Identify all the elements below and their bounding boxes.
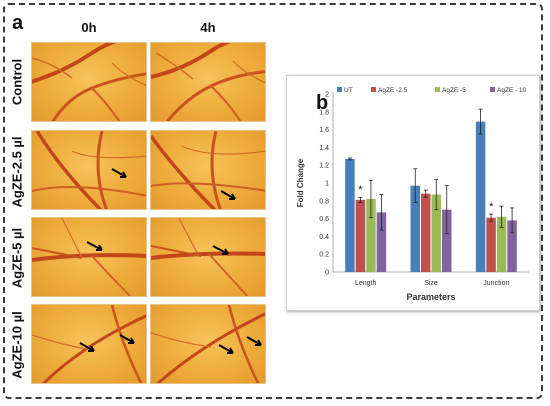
panel-b-label: b <box>316 92 329 114</box>
micrograph-agze-10-0h <box>31 304 147 384</box>
micrograph-agze-5-4h <box>150 217 266 297</box>
y-axis-label: Fold Change <box>296 158 305 207</box>
bar-chart: UT AgZE -2.5 AgZE -5 AgZE - 10 0 0.2 0.4 0.6 0.8… <box>296 87 529 302</box>
y-tick-label-7: 1.4 <box>319 145 329 152</box>
y-tick-label-9: 1.8 <box>319 109 329 116</box>
column-header-4h: 4h <box>200 20 216 35</box>
row-label-agze-10: AgZE-10 µl <box>9 311 25 379</box>
bar-1-0 <box>410 185 420 272</box>
legend-label-0: UT <box>344 87 353 94</box>
significance-asterisk-1: * <box>489 201 494 213</box>
y-tick-label-6: 1.2 <box>319 163 329 170</box>
bar-0-1 <box>355 199 366 272</box>
y-tick-label-1: 0.2 <box>319 252 329 259</box>
panel-a-label: a <box>12 12 24 34</box>
row-label-agze-2-5: AgZE-2.5 µl <box>9 136 25 208</box>
legend-swatch-1 <box>371 87 376 92</box>
bar-1-1 <box>421 193 431 272</box>
micrograph-control-0h <box>31 42 147 122</box>
legend-swatch-3 <box>490 87 495 92</box>
significance-asterisk-0: * <box>358 184 363 196</box>
row-label-control: Control <box>9 58 25 106</box>
micrograph-agze-5-0h <box>31 217 147 297</box>
micrograph-agze-2-5-0h <box>31 130 147 210</box>
y-tick-label-4: 0.8 <box>319 198 329 205</box>
column-header-0h: 0h <box>81 20 97 35</box>
bar-0-2 <box>366 199 376 272</box>
micrograph-agze-10-4h <box>150 304 266 384</box>
bar-2-3 <box>507 220 517 272</box>
x-tick-label-2: Junction <box>483 280 509 287</box>
bar-1-2 <box>431 194 441 272</box>
legend-swatch-0 <box>337 87 342 92</box>
y-tick-label-8: 1.6 <box>319 127 329 134</box>
legend-label-3: AgZE - 10 <box>497 87 527 94</box>
legend-label-2: AgZE -5 <box>442 87 466 94</box>
x-axis-label: Parameters <box>406 292 455 302</box>
y-tick-label-2: 0.4 <box>319 234 329 241</box>
y-tick-label-0: 0 <box>325 270 329 277</box>
figure-frame <box>3 3 543 399</box>
bar-0-3 <box>376 212 387 272</box>
y-tick-label-5: 1 <box>325 181 329 188</box>
micrograph-agze-2-5-4h <box>150 130 266 210</box>
legend-label-1: AgZE -2.5 <box>378 87 408 94</box>
bar-0-0 <box>345 158 355 272</box>
bar-2-2 <box>496 216 507 272</box>
legend-swatch-2 <box>435 87 440 92</box>
bar-2-1 <box>486 217 496 272</box>
bar-2-0 <box>475 121 486 272</box>
x-tick-label-1: Size <box>424 280 438 287</box>
row-label-agze-5: AgZE-5 µl <box>9 227 25 289</box>
chart-panel: UT AgZE -2.5 AgZE -5 AgZE - 10 0 0.2 0.4 0.6 0.8… <box>286 75 540 311</box>
y-tick-label-3: 0.6 <box>319 216 329 223</box>
x-tick-label-0: Length <box>355 280 377 287</box>
y-tick-label-10: 2 <box>325 92 329 99</box>
bar-1-3 <box>442 209 452 272</box>
micrograph-control-4h <box>150 42 266 122</box>
